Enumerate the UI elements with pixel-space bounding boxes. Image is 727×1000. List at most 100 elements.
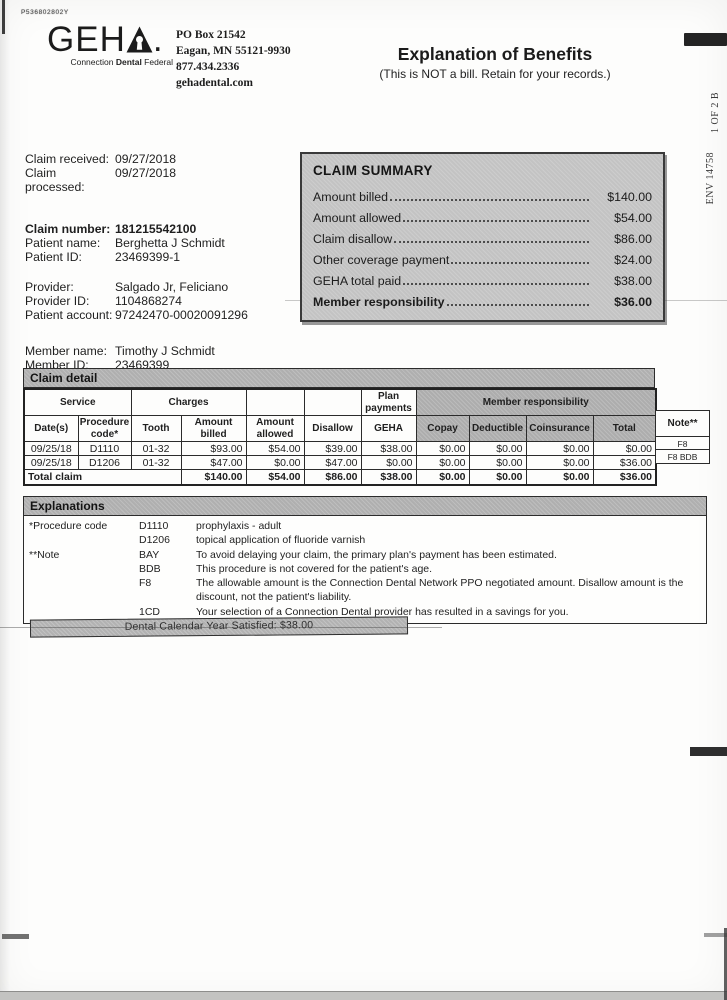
claim-received-label: Claim received: — [25, 152, 109, 166]
scan-artifact-left-edge — [2, 0, 5, 34]
summary-value: $38.00 — [614, 274, 652, 288]
scan-edge-shade — [0, 0, 10, 1000]
address-line: PO Box 21542 — [176, 29, 246, 41]
scan-artifact-bottomright — [704, 933, 727, 937]
group-empty — [303, 388, 362, 416]
table-total-row: Total claim $140.00 $54.00 $86.00 $38.00… — [23, 469, 657, 485]
explanations-box: *Procedure code D1110 prophylaxis - adult … — [23, 516, 707, 625]
patient-group: Claim number: 181215542100 Patient name: B… — [25, 222, 295, 264]
group-service: Service — [23, 388, 132, 416]
claim-summary-title: CLAIM SUMMARY — [313, 163, 433, 178]
patient-name-label: Patient name: — [25, 236, 101, 250]
claim-number: 181215542100 — [115, 222, 197, 236]
table-group-header-row: Service Charges Plan payments Member res… — [23, 388, 657, 416]
col-tooth: Tooth — [130, 415, 182, 442]
group-plan-payments: Plan payments — [360, 388, 417, 416]
col-copay: Copay — [415, 415, 470, 442]
page-title: Explanation of Benefits — [397, 44, 593, 64]
provider-id: 1104868274 — [115, 294, 182, 308]
claim-summary-box: CLAIM SUMMARY Amount billed $140.00 Amoun… — [300, 152, 665, 322]
explanations-header-bar: Explanations — [23, 496, 707, 516]
geha-logo-keyhole-a-icon — [126, 20, 153, 59]
col-amount-allowed: Amount allowed — [245, 415, 305, 442]
address-line: Eagan, MN 55121-9930 — [176, 45, 291, 58]
summary-row: Other coverage payment $24.00 — [313, 253, 652, 267]
explanation-row: **Note BAY To avoid delaying your claim, t… — [29, 548, 557, 561]
patient-id: 23469399-1 — [115, 250, 181, 264]
col-disallow: Disallow — [303, 415, 362, 442]
summary-row: GEHA total paid $38.00 — [313, 274, 652, 288]
envelope-marker: ENV 14758 — [705, 152, 716, 205]
address-line: gehadental.com — [176, 77, 253, 90]
claim-dates-group: Claim received: 09/27/2018 Claim processe… — [25, 152, 295, 194]
dot-leader — [446, 304, 589, 306]
claim-info-block: Claim received: 09/27/2018 Claim processe… — [25, 152, 295, 372]
provider-name: Salgado Jr, Feliciano — [115, 280, 229, 294]
member-name-label: Member name: — [25, 344, 107, 358]
group-member-responsibility: Member responsibility — [415, 388, 657, 416]
dot-leader — [451, 262, 589, 264]
scan-corner-code: P536802802Y — [21, 9, 69, 16]
geha-logo: GEH. Connection Dental Federal — [47, 22, 173, 67]
claim-detail-header-bar: Claim detail — [23, 368, 655, 388]
claim-number-label: Claim number: — [25, 222, 111, 236]
col-note: Note** — [655, 410, 710, 437]
dot-leader — [403, 220, 589, 222]
explanation-row: D1206 topical application of fluoride var… — [139, 534, 366, 547]
scan-right-edge — [724, 928, 727, 1000]
summary-value: $24.00 — [614, 253, 652, 267]
patient-account: 97242470-00020091296 — [115, 308, 248, 322]
table-row: 09/25/18 D1206 01-32 $47.00 $0.00 $47.00… — [23, 455, 657, 470]
fold-line — [0, 627, 442, 628]
col-dates: Date(s) — [23, 415, 79, 442]
summary-row: Amount allowed $54.00 — [313, 211, 652, 225]
note-value: F8 BDB — [655, 449, 710, 464]
dot-leader — [394, 241, 589, 243]
scan-artifact-topright-bar — [684, 33, 727, 46]
provider-group: Provider: Salgado Jr, Feliciano Provider … — [25, 280, 295, 322]
dot-leader — [390, 199, 589, 201]
summary-value: $86.00 — [614, 232, 652, 246]
patient-id-label: Patient ID: — [25, 250, 82, 264]
address-line: 877.434.2336 — [176, 61, 240, 74]
geha-logo-tagline: Connection Dental Federal — [70, 57, 173, 67]
summary-value: $140.00 — [607, 190, 652, 204]
summary-row-member-responsibility: Member responsibility $36.00 — [313, 295, 652, 309]
scan-artifact-right-mark — [690, 747, 727, 756]
patient-account-label: Patient account: — [25, 308, 113, 322]
col-total: Total — [592, 415, 657, 442]
claim-received-date: 09/27/2018 — [115, 152, 176, 166]
page-number-marker: 1 OF 2 B — [710, 92, 721, 133]
summary-row: Claim disallow $86.00 — [313, 232, 652, 246]
note-column: Note** F8 F8 BDB — [655, 410, 710, 464]
col-amount-billed: Amount billed — [180, 415, 247, 442]
patient-name: Berghetta J Schmidt — [115, 236, 225, 250]
explanation-row: F8 The allowable amount is the Connection… — [139, 577, 684, 604]
summary-value: $54.00 — [614, 211, 652, 225]
claim-detail-table: Service Charges Plan payments Member res… — [23, 388, 658, 486]
table-row: 09/25/18 D1110 01-32 $93.00 $54.00 $39.0… — [23, 441, 657, 456]
explanation-row: BDB This procedure is not covered for the… — [139, 562, 433, 575]
provider-label: Provider: — [25, 280, 74, 294]
group-charges: Charges — [130, 388, 247, 416]
explanation-row: 1CD Your selection of a Connection Dental… — [139, 605, 569, 618]
group-empty — [245, 388, 305, 416]
explanations-section: Explanations *Procedure code D1110 prophyl… — [23, 496, 707, 625]
summary-row: Amount billed $140.00 — [313, 190, 652, 204]
document-title-block: Explanation of Benefits (This is NOT a b… — [320, 44, 670, 81]
claim-detail-section: Claim detail Service Charges Plan paymen… — [23, 368, 710, 486]
claim-processed-date: 09/27/2018 — [115, 166, 176, 180]
page-subtitle: (This is NOT a bill. Retain for your rec… — [379, 67, 611, 81]
provider-id-label: Provider ID: — [25, 294, 90, 308]
col-procedure-code: Procedure code* — [77, 415, 132, 442]
dot-leader — [403, 283, 589, 285]
scan-bottom-strip — [0, 991, 727, 1000]
col-geha: GEHA — [360, 415, 417, 442]
summary-value: $36.00 — [614, 295, 652, 309]
member-name: Timothy J Schmidt — [115, 344, 215, 358]
col-coinsurance: Coinsurance — [525, 415, 594, 442]
col-deductible: Deductible — [468, 415, 527, 442]
table-column-header-row: Date(s) Procedure code* Tooth Amount bil… — [23, 415, 657, 442]
payer-address-block: PO Box 21542 Eagan, MN 55121-9930 877.43… — [176, 27, 291, 91]
